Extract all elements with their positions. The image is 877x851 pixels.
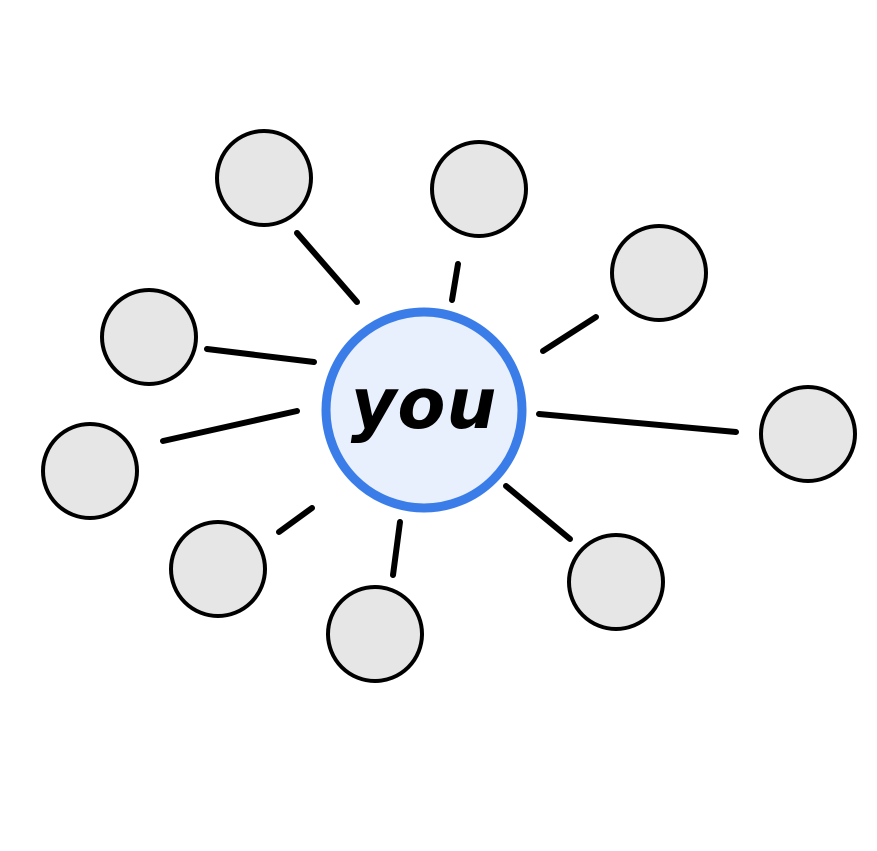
connector-left-upper xyxy=(204,346,317,365)
connectors xyxy=(160,230,739,578)
connector-bottom-left xyxy=(276,505,315,535)
connector-top xyxy=(449,261,461,303)
node-top-right xyxy=(610,224,708,322)
node-right xyxy=(759,385,857,483)
node-left-lower xyxy=(41,422,139,520)
node-bottom-left xyxy=(169,520,267,618)
connector-top-left xyxy=(294,230,360,305)
center-label: you xyxy=(351,363,498,445)
connector-right xyxy=(536,411,739,435)
node-top-left xyxy=(215,129,313,227)
peripheral-nodes xyxy=(41,129,857,683)
center-circle xyxy=(321,307,527,513)
connector-top-right xyxy=(540,314,599,354)
node-bottom-right xyxy=(567,533,665,631)
center-node: you xyxy=(321,307,527,513)
node-top xyxy=(430,140,528,238)
connector-bottom-right xyxy=(503,483,573,542)
node-bottom xyxy=(326,585,424,683)
node-left-upper xyxy=(100,288,198,386)
connector-bottom xyxy=(390,519,403,578)
connector-left-lower xyxy=(160,408,300,444)
